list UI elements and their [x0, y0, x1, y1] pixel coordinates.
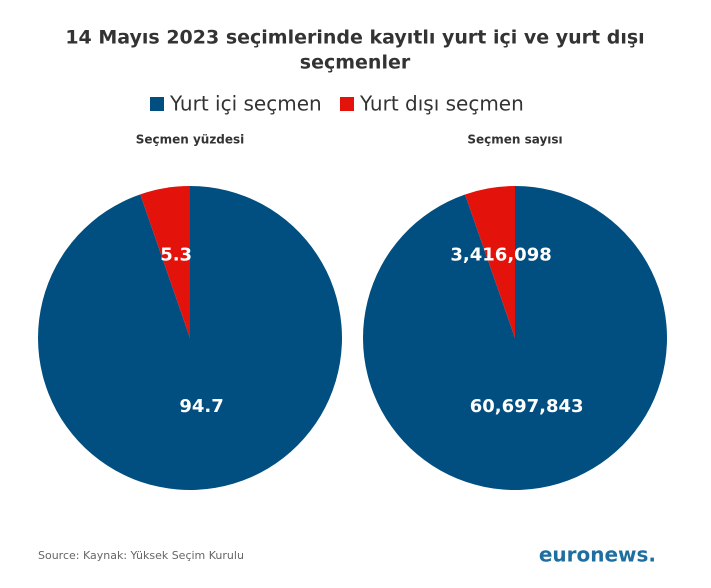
logo: euronews. — [539, 543, 656, 567]
legend-swatch — [150, 97, 164, 111]
legend-label: Yurt dışı seçmen — [359, 92, 524, 116]
legend-label: Yurt içi seçmen — [169, 92, 322, 116]
chart-title: seçmenler — [300, 52, 411, 74]
chart-title: 14 Mayıs 2023 seçimlerinde kayıtlı yurt … — [65, 27, 644, 49]
data-label: 60,697,843 — [470, 396, 584, 417]
pie-slice — [363, 186, 668, 491]
pie-title: Seçmen sayısı — [467, 133, 562, 147]
legend-swatch — [340, 97, 354, 111]
data-label: 3,416,098 — [450, 245, 551, 266]
pie-title: Seçmen yüzdesi — [136, 133, 245, 147]
pie-slice — [38, 186, 343, 491]
pie-slice — [140, 186, 190, 338]
pie-slice — [465, 186, 515, 338]
data-label: 5.3 — [160, 245, 192, 266]
data-label: 94.7 — [179, 396, 223, 417]
source: Source: Kaynak: Yüksek Seçim Kurulu — [38, 549, 244, 562]
